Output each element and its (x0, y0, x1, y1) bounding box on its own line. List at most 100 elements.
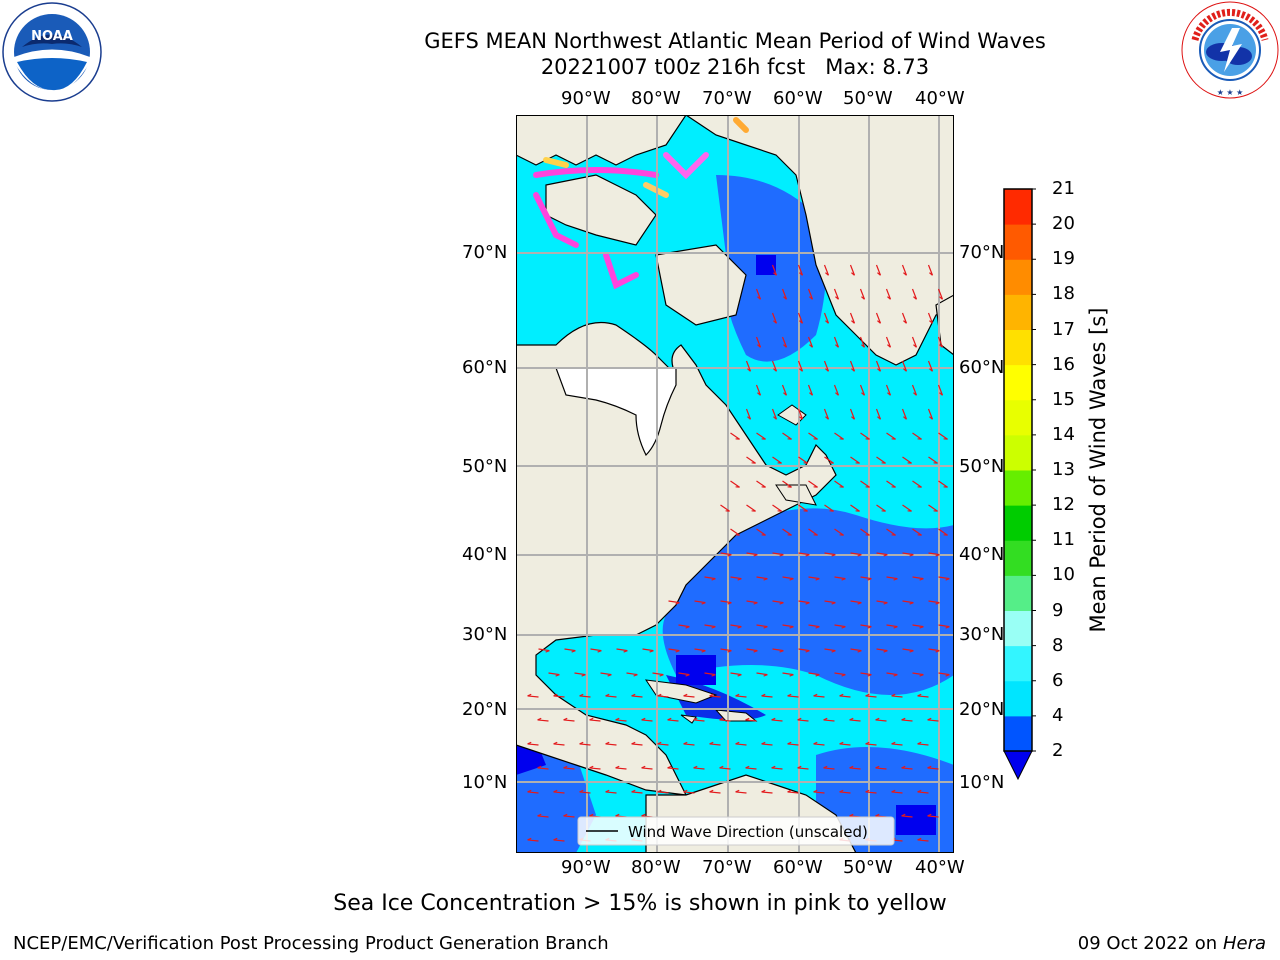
wind-wave-arrowhead (841, 626, 846, 629)
wind-wave-arrow (730, 624, 742, 628)
map-panel: Wind Wave Direction (unscaled) (515, 114, 955, 854)
wind-wave-arrow (631, 695, 643, 698)
wind-wave-arrow (755, 384, 762, 396)
lat-label-left-50n: 50°N (462, 456, 508, 477)
wind-wave-arrow (850, 456, 860, 464)
wind-wave-arrowhead (917, 789, 922, 793)
wind-wave-arrow (824, 600, 836, 604)
wind-wave-arrowhead (753, 602, 758, 605)
wind-wave-arrow (615, 767, 627, 770)
wind-wave-arrow (834, 528, 844, 536)
wind-wave-arrow (808, 624, 820, 628)
wind-wave-arrow (797, 360, 804, 372)
wind-wave-arrowhead (865, 693, 870, 697)
wind-wave-arrow (756, 528, 766, 536)
wind-wave-arrow (823, 312, 830, 324)
wind-wave-arrow (849, 264, 856, 276)
wind-wave-arrow (824, 648, 836, 652)
wind-wave-arrowhead (735, 693, 740, 697)
wind-wave-arrow (937, 384, 944, 396)
wind-wave-arrowhead (799, 272, 803, 276)
wind-wave-arrowhead (623, 650, 628, 653)
wind-wave-arrowhead (809, 344, 813, 348)
wind-wave-arrow (902, 504, 912, 512)
wind-wave-arrowhead (597, 650, 602, 653)
colorbar-segment (1004, 505, 1032, 541)
wind-wave-arrowhead (787, 741, 792, 745)
wind-wave-arrow (891, 743, 903, 746)
wind-wave-arrow (928, 504, 938, 512)
wind-wave-arrowhead (667, 765, 672, 769)
wind-wave-arrowhead (887, 344, 891, 348)
wind-wave-arrow (911, 288, 918, 300)
wind-wave-arrow (850, 504, 860, 512)
wind-wave-arrow (928, 648, 940, 652)
wind-wave-arrow (730, 528, 740, 536)
wind-wave-arrow (912, 624, 924, 628)
wind-wave-arrowhead (589, 813, 594, 817)
wind-wave-arrow (772, 456, 782, 464)
wind-wave-arrowhead (935, 602, 940, 605)
wind-wave-arrow (756, 672, 768, 676)
wind-wave-arrow (849, 767, 861, 770)
wind-wave-arrow (808, 672, 820, 676)
wind-wave-arrow (927, 360, 934, 372)
wind-wave-arrowhead (927, 717, 932, 721)
wind-wave-arrow (927, 264, 934, 276)
wind-wave-arrow (720, 648, 732, 652)
wind-wave-arrow (902, 456, 912, 464)
wind-wave-arrow (860, 672, 872, 676)
wind-wave-arrow (798, 504, 808, 512)
wind-wave-arrowhead (805, 554, 810, 557)
wind-wave-arrow (589, 719, 601, 722)
wind-wave-arrowhead (633, 674, 638, 677)
wind-wave-arrow (834, 480, 844, 488)
wind-wave-arrowhead (901, 717, 906, 721)
colorbar-tick-label: 14 (1052, 423, 1075, 445)
lat-label-right-40n: 40°N (959, 544, 1005, 565)
wind-wave-arrowhead (761, 789, 766, 793)
wind-wave-arrowhead (901, 813, 906, 817)
lon-label-bottom-80w: 80°W (631, 857, 681, 878)
wind-wave-arrow (886, 480, 896, 488)
wind-wave-arrow (590, 648, 602, 652)
wind-wave-arrow (683, 791, 695, 794)
wind-wave-arrow (756, 480, 766, 488)
wind-wave-arrowhead (839, 741, 844, 745)
wind-wave-arrow (937, 288, 944, 300)
wind-wave-arrow (833, 384, 840, 396)
wind-wave-arrow (720, 504, 730, 512)
wind-wave-arrow (927, 408, 934, 420)
wind-wave-arrow (927, 815, 939, 818)
lat-label-right-50n: 50°N (959, 456, 1005, 477)
wind-wave-arrow (600, 672, 612, 676)
wind-wave-arrow (782, 672, 794, 676)
wind-wave-arrow (860, 576, 872, 580)
wind-wave-arrow (553, 743, 565, 746)
wind-wave-arrowhead (787, 789, 792, 793)
wind-wave-arrow (761, 743, 773, 746)
colorbar-segment (1004, 329, 1032, 366)
wind-wave-arrowhead (825, 272, 829, 276)
wind-wave-arrowhead (875, 813, 880, 817)
wind-wave-arrow (782, 432, 792, 440)
wind-wave-arrow (781, 384, 788, 396)
colorbar-tick-label: 8 (1052, 634, 1064, 656)
wind-wave-arrow (579, 695, 591, 698)
wind-wave-arrowhead (867, 674, 872, 677)
wind-wave-arrow (709, 695, 721, 698)
wind-wave-arrowhead (805, 650, 810, 653)
wind-wave-arrowhead (615, 765, 620, 769)
wind-wave-arrow (891, 791, 903, 794)
wind-wave-arrow (912, 480, 922, 488)
wind-wave-arrowhead (929, 320, 933, 324)
wind-wave-arrow (938, 480, 948, 488)
wind-wave-arrowhead (877, 272, 881, 276)
wind-wave-arrowhead (867, 578, 872, 581)
wind-wave-arrow (917, 839, 929, 842)
wind-wave-arrowhead (779, 650, 784, 653)
wind-wave-arrowhead (823, 765, 828, 769)
wind-wave-arrowhead (929, 416, 933, 420)
wind-wave-arrowhead (615, 813, 620, 817)
colorbar-tick-label: 11 (1052, 529, 1075, 551)
